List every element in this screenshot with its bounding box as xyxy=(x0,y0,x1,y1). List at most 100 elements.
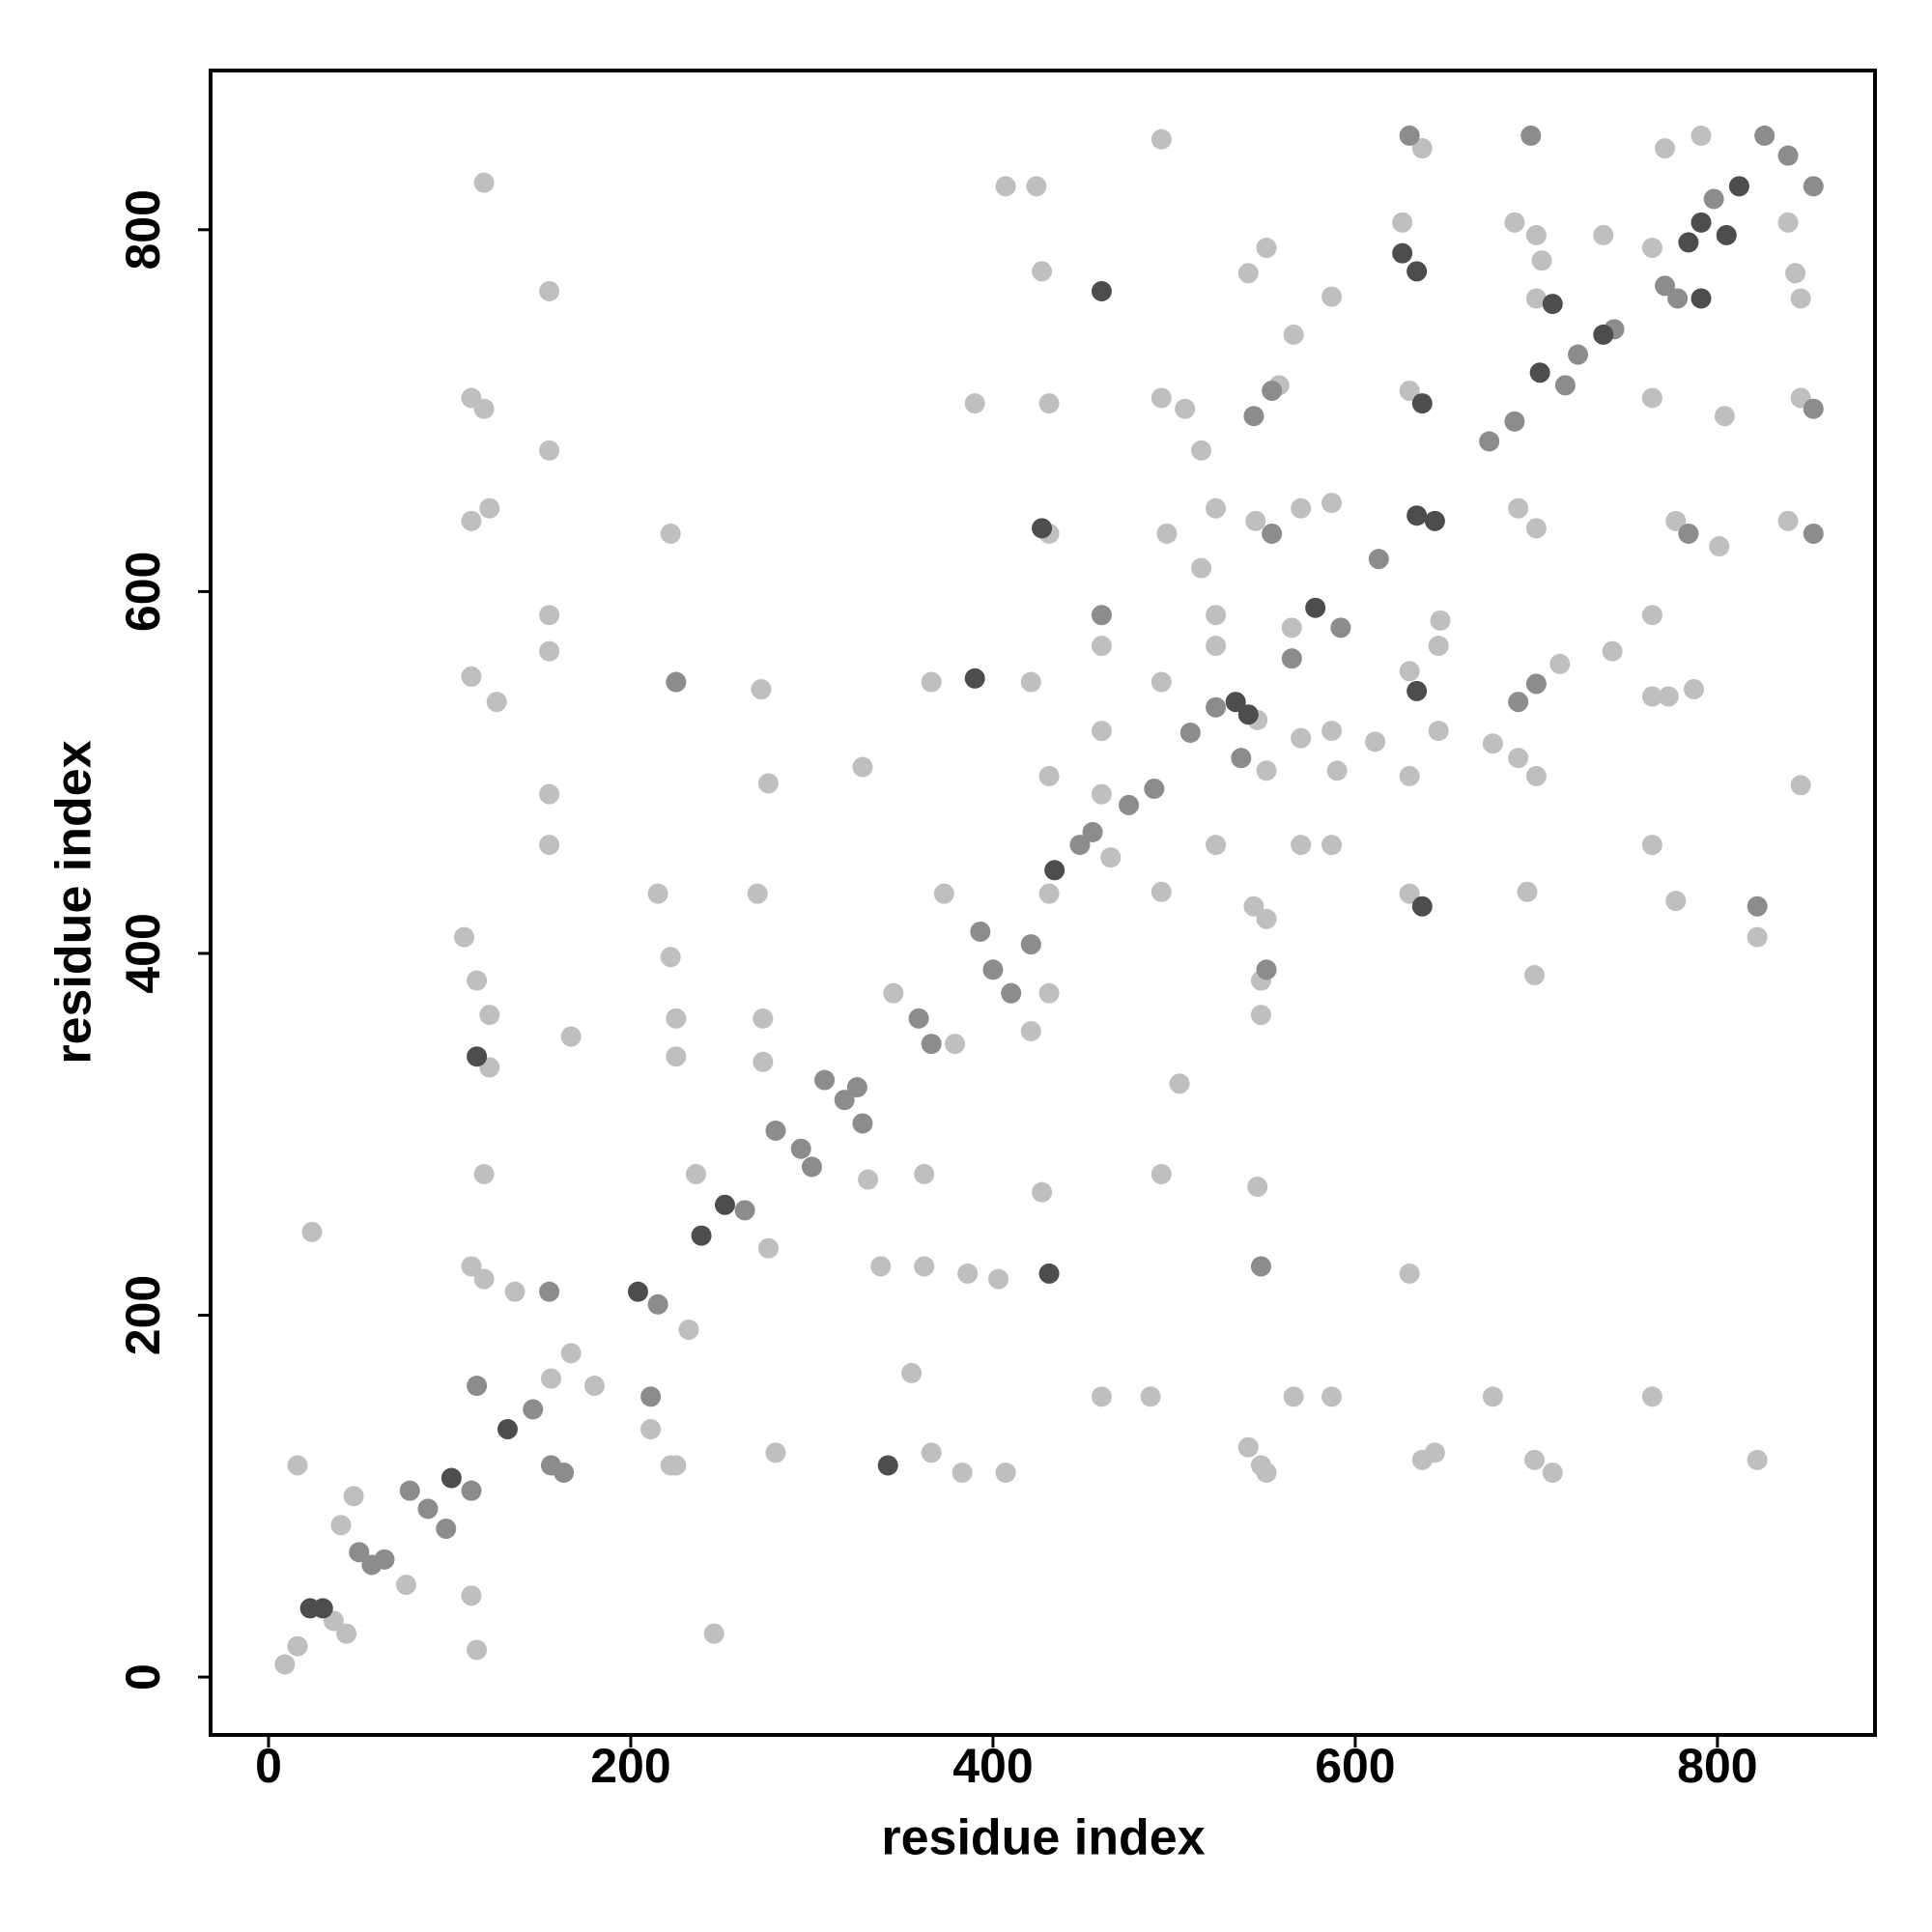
scatter-point xyxy=(814,1069,836,1091)
scatter-point xyxy=(790,1138,811,1159)
scatter-point xyxy=(970,921,991,942)
scatter-point xyxy=(1100,847,1122,868)
scatter-point xyxy=(1406,505,1428,526)
x-tick-label: 800 xyxy=(1677,1739,1757,1793)
scatter-point xyxy=(852,1113,873,1134)
scatter-point xyxy=(1237,1436,1259,1458)
scatter-point xyxy=(1368,549,1389,570)
scatter-point xyxy=(1667,288,1689,309)
scatter-point xyxy=(312,1598,333,1619)
scatter-point xyxy=(1406,680,1428,701)
scatter-point xyxy=(1678,523,1699,544)
scatter-point xyxy=(1256,959,1277,980)
scatter-point xyxy=(1321,721,1343,742)
scatter-point xyxy=(1247,1177,1268,1198)
scatter-point xyxy=(1399,765,1420,786)
scatter-point xyxy=(660,523,681,544)
scatter-point xyxy=(1069,835,1091,856)
scatter-point xyxy=(1508,497,1529,519)
scatter-point xyxy=(1665,510,1687,531)
scatter-point xyxy=(1684,679,1705,700)
scatter-point xyxy=(1321,835,1343,856)
scatter-point xyxy=(467,1376,488,1397)
scatter-point xyxy=(1169,1073,1190,1094)
scatter-point xyxy=(1038,883,1060,904)
scatter-point xyxy=(1206,497,1227,519)
scatter-point xyxy=(1790,775,1811,796)
scatter-point xyxy=(1641,387,1662,409)
scatter-point xyxy=(660,947,681,968)
y-tick-label: 0 xyxy=(116,1663,170,1690)
scatter-point xyxy=(988,1268,1009,1290)
scatter-point xyxy=(1091,605,1112,626)
scatter-point xyxy=(1665,891,1687,912)
scatter-point xyxy=(486,692,507,713)
scatter-point xyxy=(1482,1386,1503,1407)
scatter-point xyxy=(504,1281,526,1302)
x-tick-label: 400 xyxy=(952,1739,1033,1793)
scatter-point xyxy=(540,1368,561,1389)
scatter-point xyxy=(921,1034,942,1055)
scatter-point xyxy=(1411,895,1433,917)
scatter-point xyxy=(1262,380,1283,401)
y-tick-label: 600 xyxy=(116,552,170,632)
scatter-point xyxy=(901,1362,923,1383)
scatter-point xyxy=(1026,176,1047,197)
scatter-point xyxy=(554,1462,575,1483)
scatter-point xyxy=(1250,1005,1271,1026)
scatter-point xyxy=(734,1200,755,1221)
scatter-point xyxy=(1291,727,1312,749)
scatter-point xyxy=(1785,263,1806,284)
scatter-point xyxy=(1038,1263,1060,1284)
scatter-point xyxy=(1602,640,1623,662)
scatter-point xyxy=(765,1442,786,1463)
scatter-point xyxy=(908,1008,929,1029)
scatter-point xyxy=(1777,510,1799,531)
scatter-point xyxy=(753,1008,774,1029)
scatter-point xyxy=(1716,224,1737,245)
x-tick-label: 600 xyxy=(1315,1739,1395,1793)
scatter-point xyxy=(1508,748,1529,769)
scatter-point xyxy=(1641,238,1662,259)
scatter-point xyxy=(1321,493,1343,514)
scatter-point xyxy=(747,883,768,904)
scatter-point xyxy=(1032,261,1053,282)
scatter-point xyxy=(1082,821,1103,842)
scatter-point xyxy=(1754,125,1776,146)
scatter-point xyxy=(461,1480,482,1501)
scatter-point xyxy=(1399,1263,1420,1284)
scatter-point xyxy=(883,982,904,1004)
scatter-point xyxy=(1399,380,1420,401)
scatter-point xyxy=(473,1268,495,1290)
scatter-point xyxy=(349,1542,370,1563)
scatter-point xyxy=(461,1256,482,1277)
scatter-point xyxy=(685,1163,706,1184)
scatter-point xyxy=(1151,671,1172,693)
scatter-point xyxy=(1032,1181,1053,1203)
scatter-point xyxy=(1531,250,1552,271)
scatter-point xyxy=(1641,1386,1662,1407)
scatter-point xyxy=(301,1221,323,1242)
scatter-point xyxy=(497,1418,518,1439)
scatter-point xyxy=(539,835,560,856)
scatter-point xyxy=(666,671,687,693)
scatter-point xyxy=(1690,125,1712,146)
scatter-point xyxy=(1206,636,1227,657)
points-layer xyxy=(274,125,1824,1675)
scatter-point xyxy=(1032,518,1053,539)
scatter-point xyxy=(1747,926,1768,948)
scatter-point xyxy=(1020,671,1041,693)
scatter-point xyxy=(1237,263,1259,284)
scatter-point xyxy=(751,679,772,700)
scatter-point xyxy=(964,668,985,689)
scatter-point xyxy=(461,510,482,531)
scatter-point xyxy=(1245,510,1266,531)
y-axis-title: residue index xyxy=(46,740,102,1064)
y-tick-label: 200 xyxy=(116,1275,170,1355)
scatter-point xyxy=(1411,393,1433,414)
scatter-point xyxy=(1728,176,1749,197)
scatter-point xyxy=(1281,617,1302,639)
x-tick-label: 200 xyxy=(590,1739,670,1793)
scatter-point xyxy=(666,1046,687,1067)
